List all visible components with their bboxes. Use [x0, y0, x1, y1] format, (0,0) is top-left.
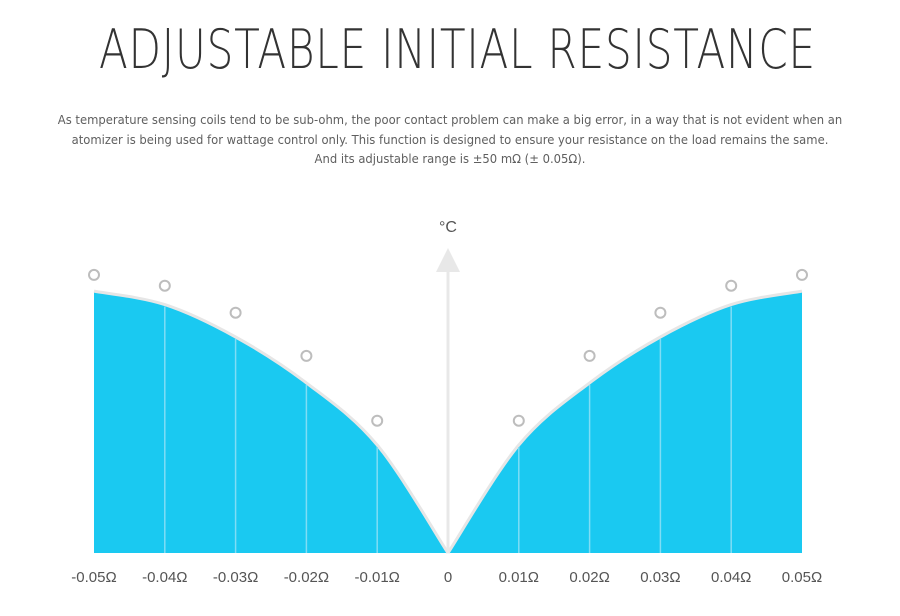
- left-area: [94, 291, 448, 553]
- data-point-marker: [796, 268, 808, 281]
- chart-areas: [93, 289, 803, 554]
- data-point-marker: [88, 268, 100, 281]
- data-point-marker: [654, 306, 667, 319]
- data-point-marker: [158, 279, 171, 292]
- x-tick-label: -0.05Ω: [71, 569, 116, 586]
- data-point-marker: [371, 414, 384, 427]
- x-tick-label: -0.01Ω: [354, 569, 399, 586]
- data-point-marker: [300, 349, 313, 362]
- data-point-marker: [725, 279, 738, 292]
- chart-y-axis: °C: [436, 219, 460, 553]
- x-tick-label: -0.03Ω: [213, 569, 258, 586]
- description-line: And its adjustable range is ±50 mΩ (± 0.…: [314, 151, 586, 166]
- x-tick-label: 0.03Ω: [640, 569, 680, 586]
- x-tick-label: 0: [444, 569, 452, 586]
- description-line: As temperature sensing coils tend to be …: [57, 112, 843, 127]
- x-tick-label: 0.05Ω: [782, 569, 822, 586]
- page-title: ADJUSTABLE INITIAL RESISTANCE: [99, 18, 816, 81]
- right-curve: [446, 289, 803, 554]
- right-area: [448, 291, 802, 553]
- y-axis-unit-label: °C: [439, 219, 457, 236]
- data-point-marker: [512, 414, 525, 427]
- chart-dividers: [164, 306, 732, 553]
- left-curve: [93, 289, 450, 554]
- x-tick-label: 0.04Ω: [711, 569, 751, 586]
- data-point-marker: [229, 306, 242, 319]
- x-tick-label: 0.02Ω: [569, 569, 609, 586]
- chart-markers: [88, 268, 808, 427]
- x-tick-label: -0.04Ω: [142, 569, 187, 586]
- chart-tick-labels: -0.05Ω -0.04Ω -0.03Ω -0.02Ω -0.01Ω 0 0.01Ω 0.02…: [71, 569, 822, 586]
- data-point-marker: [583, 349, 596, 362]
- page-description: As temperature sensing coils tend to be …: [36, 110, 864, 169]
- y-axis-arrow: [436, 248, 460, 272]
- description-line: atomizer is being used for wattage contr…: [71, 131, 829, 147]
- x-tick-label: -0.02Ω: [284, 569, 329, 586]
- x-tick-label: 0.01Ω: [499, 569, 539, 586]
